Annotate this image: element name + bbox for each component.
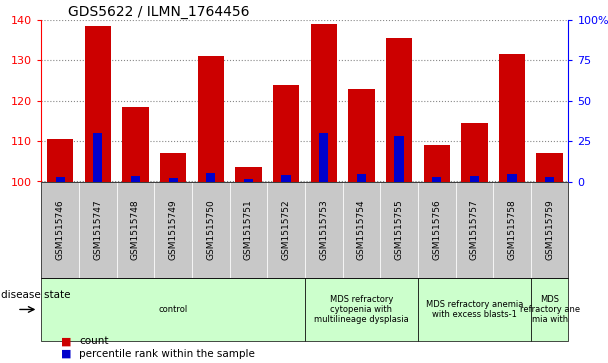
Bar	[244, 179, 253, 182]
Bar	[55, 178, 65, 182]
Bar	[131, 176, 140, 182]
Bar	[206, 174, 215, 182]
Bar	[319, 133, 328, 182]
Bar	[386, 38, 412, 182]
Text: percentile rank within the sample: percentile rank within the sample	[79, 349, 255, 359]
Text: GSM1515756: GSM1515756	[432, 199, 441, 260]
Text: disease state: disease state	[1, 290, 71, 300]
Bar	[432, 177, 441, 182]
Text: GSM1515757: GSM1515757	[470, 199, 479, 260]
Text: GSM1515759: GSM1515759	[545, 199, 554, 260]
Text: GSM1515747: GSM1515747	[93, 199, 102, 260]
Bar	[499, 54, 525, 182]
Bar	[424, 145, 450, 182]
Bar	[536, 153, 563, 182]
Text: MDS refractory
cytopenia with
multilineage dysplasia: MDS refractory cytopenia with multilinea…	[314, 294, 409, 325]
Bar	[348, 89, 375, 182]
Text: GSM1515746: GSM1515746	[56, 199, 64, 260]
Text: GSM1515749: GSM1515749	[168, 199, 178, 260]
Text: ■: ■	[61, 349, 71, 359]
Bar	[357, 174, 366, 182]
Text: GSM1515748: GSM1515748	[131, 199, 140, 260]
Bar	[395, 136, 404, 182]
Bar	[282, 175, 291, 182]
Text: GSM1515754: GSM1515754	[357, 199, 366, 260]
Text: ■: ■	[61, 336, 71, 346]
Bar	[160, 153, 186, 182]
Bar	[470, 176, 479, 182]
Text: GSM1515753: GSM1515753	[319, 199, 328, 260]
Bar	[311, 24, 337, 182]
Bar	[198, 56, 224, 182]
Text: GDS5622 / ILMN_1764456: GDS5622 / ILMN_1764456	[67, 5, 249, 19]
Text: MDS refractory anemia
with excess blasts-1: MDS refractory anemia with excess blasts…	[426, 300, 523, 319]
Text: GSM1515750: GSM1515750	[206, 199, 215, 260]
Bar	[461, 123, 488, 182]
Text: count: count	[79, 336, 109, 346]
Text: GSM1515755: GSM1515755	[395, 199, 404, 260]
Bar	[273, 85, 299, 182]
Text: GSM1515751: GSM1515751	[244, 199, 253, 260]
Bar	[508, 174, 517, 182]
Bar	[93, 133, 102, 182]
Text: MDS
refractory ane
mia with: MDS refractory ane mia with	[520, 294, 579, 325]
Bar	[85, 26, 111, 182]
Text: control: control	[159, 305, 188, 314]
Text: GSM1515752: GSM1515752	[282, 199, 291, 260]
Bar	[235, 167, 261, 182]
Text: GSM1515758: GSM1515758	[508, 199, 517, 260]
Bar	[47, 139, 74, 182]
Bar	[545, 177, 554, 182]
Bar	[122, 107, 148, 182]
Bar	[168, 178, 178, 182]
